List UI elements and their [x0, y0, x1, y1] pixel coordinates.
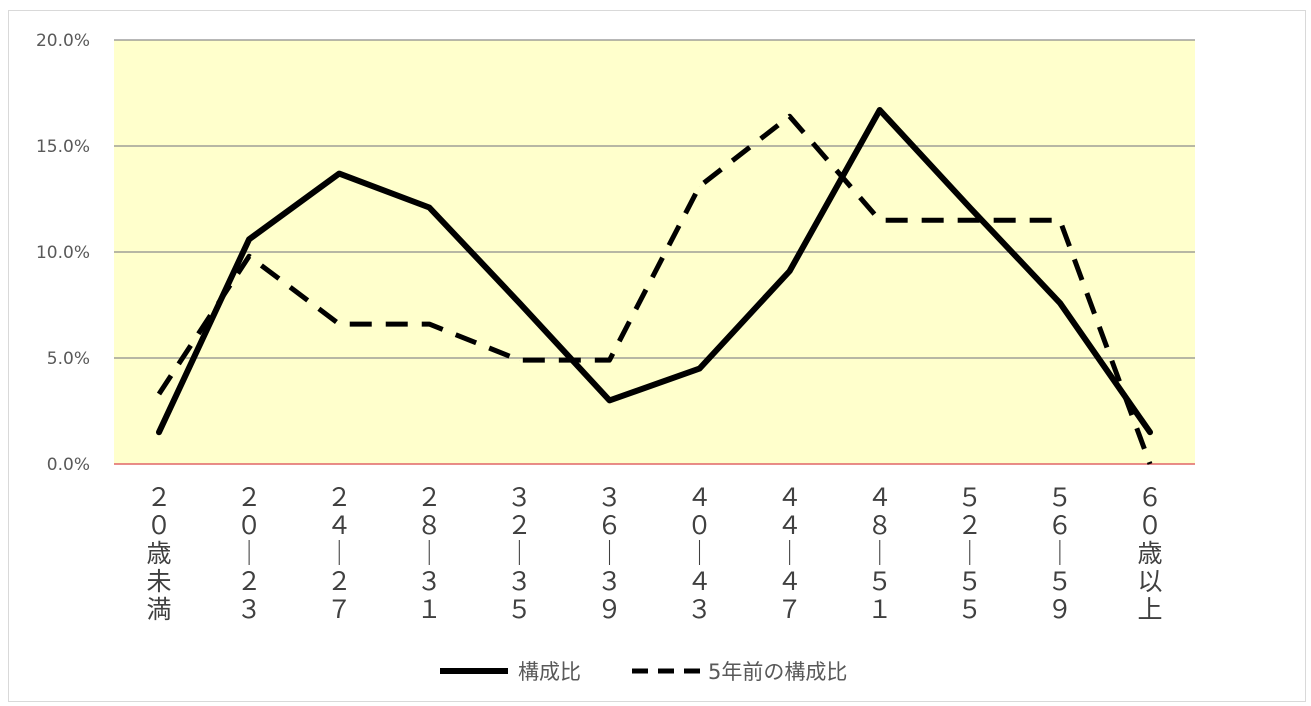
x-tick-glyph: ９: [597, 595, 622, 624]
x-tick-label: 56－59５６｜５９: [1047, 483, 1072, 624]
x-tick-glyph: ２: [147, 483, 172, 512]
x-tick-glyph: ０: [237, 511, 262, 540]
x-tick-glyph: ５: [867, 567, 892, 596]
x-tick-glyph: ｜: [1047, 539, 1072, 568]
x-tick-glyph: ３: [597, 483, 622, 512]
x-tick-glyph: １: [867, 595, 892, 624]
x-tick-glyph: ｜: [867, 539, 892, 568]
x-tick-glyph: ０: [1137, 511, 1162, 540]
series-lines: [156, 107, 1153, 465]
x-tick-glyph: 上: [1137, 595, 1162, 624]
x-tick-label: 52－55５２｜５５: [957, 483, 982, 624]
x-tick-glyph: ２: [237, 483, 262, 512]
series-line-previous: [156, 113, 1153, 465]
x-tick-glyph: ３: [507, 567, 532, 596]
x-tick-glyph: ４: [327, 511, 352, 540]
x-tick-glyph: 未: [147, 567, 172, 596]
x-tick-label: 48－51４８｜５１: [867, 483, 892, 624]
y-axis-ticks: 0.0% 5.0% 10.0% 15.0% 20.0%: [36, 31, 90, 475]
x-tick-label: 24－27２４｜２７: [327, 483, 352, 624]
x-tick-label: 60歳以上６０歳以上: [1137, 483, 1162, 624]
x-tick-glyph: ５: [1047, 567, 1072, 596]
x-tick-glyph: ３: [507, 483, 532, 512]
x-tick-glyph: ４: [777, 483, 802, 512]
x-tick-glyph: ４: [867, 483, 892, 512]
x-tick-label: 40－43４０｜４３: [687, 483, 712, 624]
x-tick-glyph: ２: [237, 567, 262, 596]
x-tick-glyph: ７: [327, 595, 352, 624]
x-axis-categories: 20歳未満２０歳未満20－23２０｜２３24－27２４｜２７28－31２８｜３１…: [147, 483, 1163, 624]
x-tick-glyph: ｜: [507, 539, 532, 568]
x-tick-glyph: ２: [957, 511, 982, 540]
series-line-current: [156, 107, 1153, 436]
legend: 構成比 5年前の構成比: [440, 660, 847, 684]
x-tick-glyph: ０: [687, 511, 712, 540]
x-tick-glyph: ３: [687, 595, 712, 624]
x-tick-glyph: ８: [417, 511, 442, 540]
x-tick-glyph: ３: [417, 567, 442, 596]
x-tick-glyph: ６: [1047, 511, 1072, 540]
x-tick-label: 28－31２８｜３１: [417, 483, 442, 624]
y-tick-label: 15.0%: [36, 137, 90, 157]
x-tick-label: 32－35３２｜３５: [507, 483, 532, 624]
x-tick-glyph: ５: [957, 567, 982, 596]
x-tick-glyph: ２: [327, 483, 352, 512]
x-tick-glyph: ４: [687, 483, 712, 512]
x-tick-glyph: ５: [1047, 483, 1072, 512]
x-tick-glyph: ４: [777, 567, 802, 596]
x-tick-glyph: ｜: [597, 539, 622, 568]
x-tick-glyph: ９: [1047, 595, 1072, 624]
x-tick-glyph: ７: [777, 595, 802, 624]
x-tick-glyph: ２: [327, 567, 352, 596]
y-tick-label: 5.0%: [47, 349, 90, 369]
x-tick-glyph: ８: [867, 511, 892, 540]
x-tick-label: 20歳未満２０歳未満: [147, 483, 172, 624]
x-tick-glyph: ｜: [237, 539, 262, 568]
x-tick-glyph: ５: [507, 595, 532, 624]
x-tick-glyph: ６: [597, 511, 622, 540]
legend-item: 構成比: [440, 660, 581, 684]
legend-label: 構成比: [518, 660, 581, 684]
x-tick-glyph: ５: [957, 595, 982, 624]
x-tick-glyph: ２: [417, 483, 442, 512]
x-tick-glyph: ３: [597, 567, 622, 596]
legend-label: 5年前の構成比: [708, 660, 847, 684]
x-tick-glyph: ４: [687, 567, 712, 596]
x-tick-glyph: ２: [507, 511, 532, 540]
x-tick-glyph: ０: [147, 511, 172, 540]
x-tick-glyph: ４: [777, 511, 802, 540]
x-tick-label: 44－47４４｜４７: [777, 483, 802, 624]
x-tick-label: 36－39３６｜３９: [597, 483, 622, 624]
x-tick-glyph: 歳: [1137, 539, 1162, 568]
x-tick-glyph: ３: [237, 595, 262, 624]
x-tick-glyph: 歳: [147, 539, 172, 568]
x-tick-glyph: 以: [1137, 567, 1162, 596]
legend-item: 5年前の構成比: [632, 660, 847, 684]
x-tick-glyph: ｜: [957, 539, 982, 568]
x-tick-glyph: ６: [1137, 483, 1162, 512]
x-tick-glyph: ｜: [327, 539, 352, 568]
x-tick-label: 20－23２０｜２３: [237, 483, 262, 624]
x-tick-glyph: ５: [957, 483, 982, 512]
y-tick-label: 0.0%: [47, 455, 90, 475]
x-tick-glyph: 満: [147, 595, 172, 624]
x-tick-glyph: ｜: [417, 539, 442, 568]
y-tick-label: 10.0%: [36, 243, 90, 263]
x-tick-glyph: １: [417, 595, 442, 624]
x-tick-glyph: ｜: [777, 539, 802, 568]
y-tick-label: 20.0%: [36, 31, 90, 51]
x-tick-glyph: ｜: [687, 539, 712, 568]
